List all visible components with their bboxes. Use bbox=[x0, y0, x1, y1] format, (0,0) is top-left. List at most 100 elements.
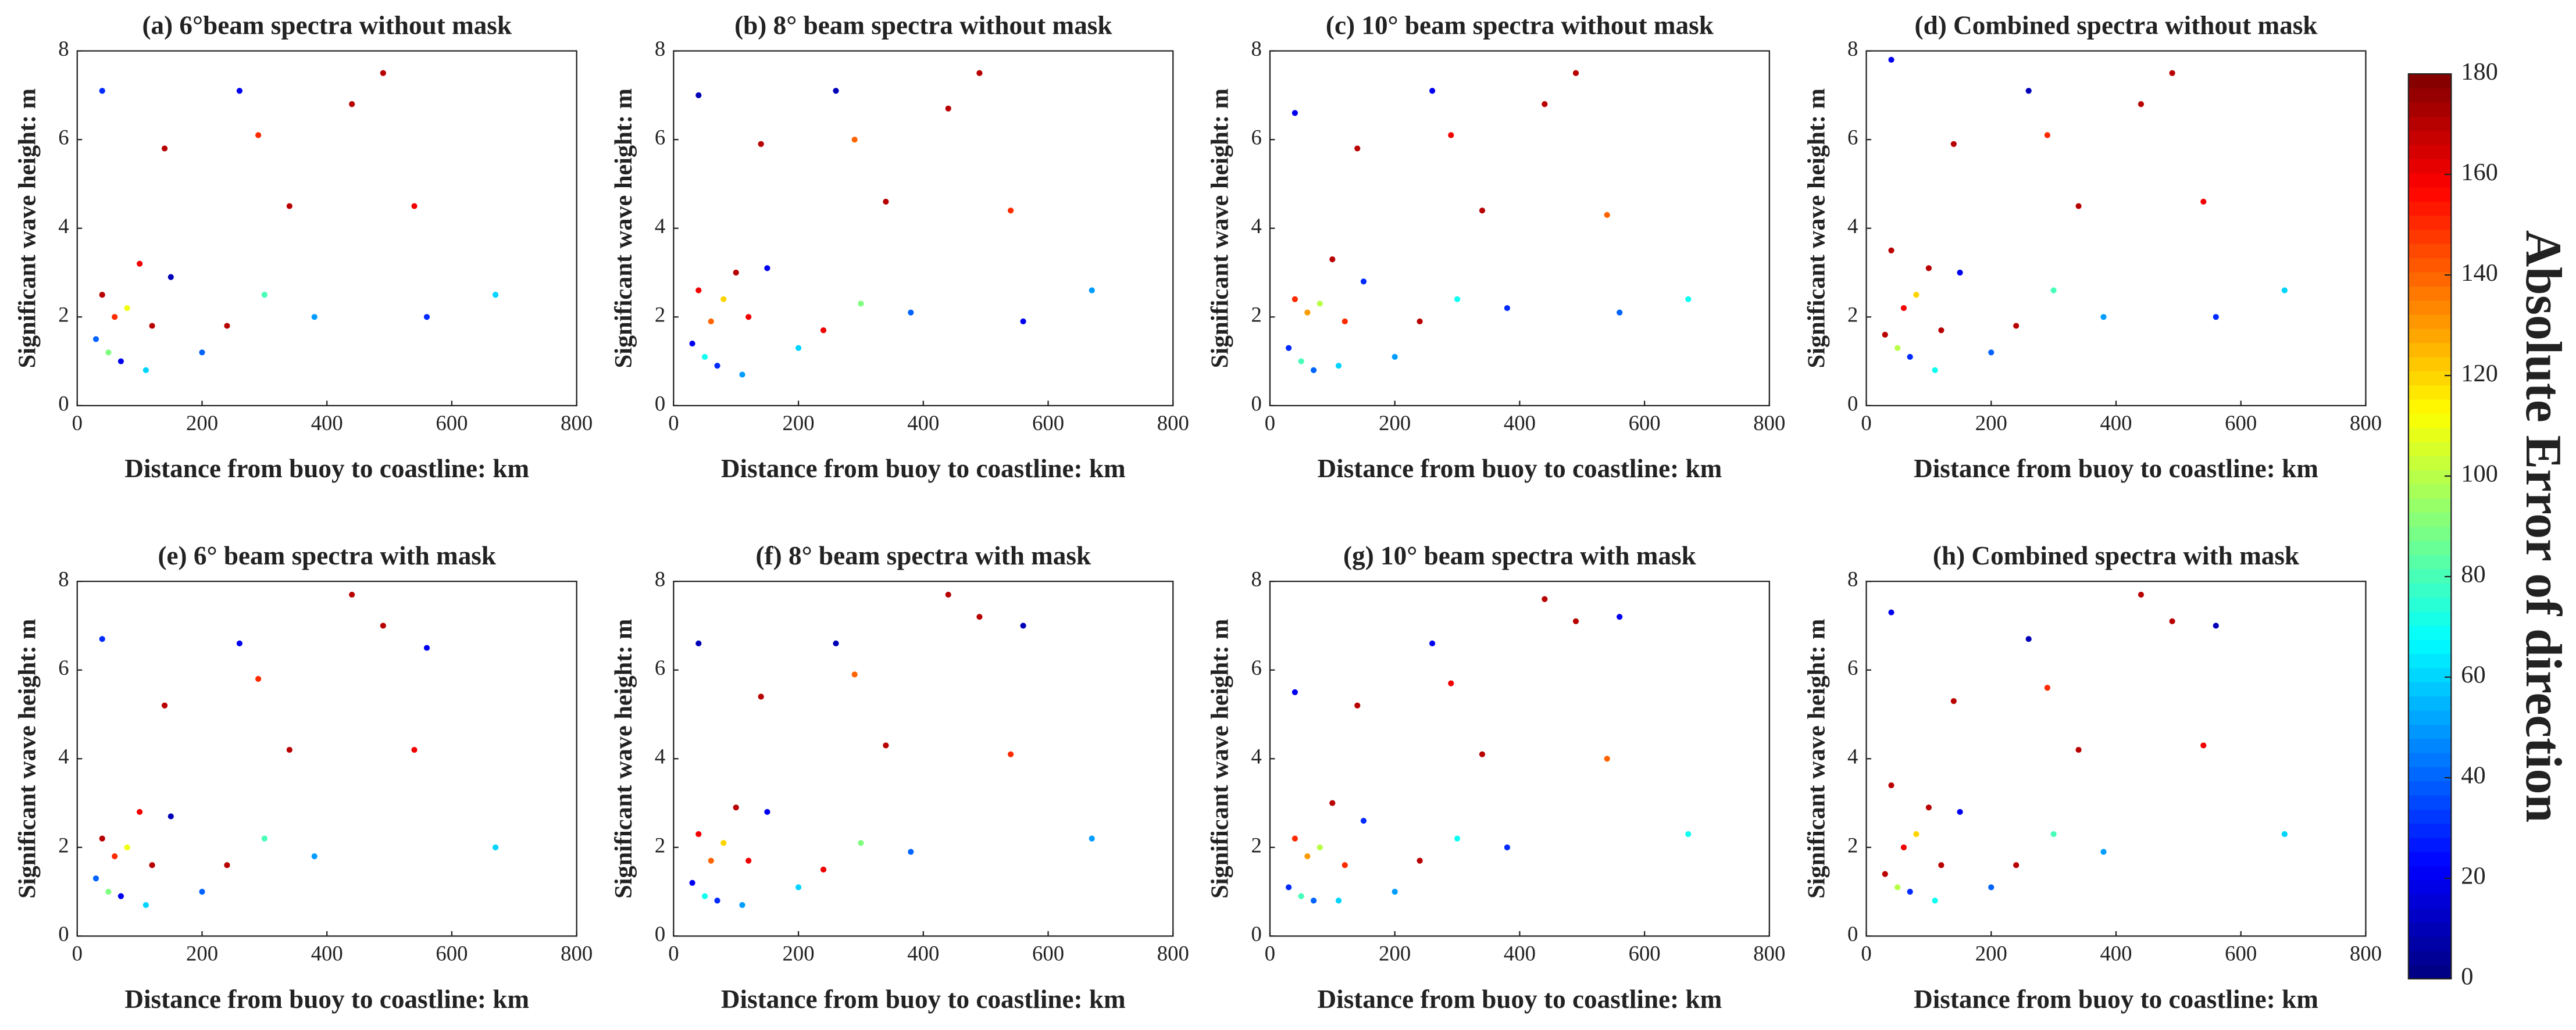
x-tick-label: 400 bbox=[2100, 411, 2132, 435]
y-tick-label: 6 bbox=[655, 126, 665, 149]
x-tick-label: 600 bbox=[1032, 411, 1064, 435]
scatter-point bbox=[1089, 835, 1095, 842]
scatter-point bbox=[1882, 331, 1888, 338]
colorbar-band bbox=[2408, 328, 2452, 344]
colorbar-tick-label: 0 bbox=[2461, 963, 2473, 990]
y-axis-label: Significant wave height: m bbox=[1803, 619, 1830, 899]
x-tick-label: 200 bbox=[186, 411, 218, 435]
y-tick-label: 8 bbox=[655, 567, 665, 591]
colorbar-band bbox=[2408, 893, 2452, 909]
scatter-point bbox=[795, 884, 802, 890]
scatter-point bbox=[858, 301, 864, 307]
scatter-point bbox=[745, 857, 752, 864]
scatter-point bbox=[99, 636, 105, 642]
scatter-point bbox=[1882, 871, 1888, 877]
y-tick-label: 4 bbox=[1847, 214, 1858, 238]
scatter-point bbox=[1316, 844, 1323, 850]
colorbar-band bbox=[2408, 597, 2452, 612]
scatter-point bbox=[142, 902, 149, 909]
scatter-point bbox=[493, 844, 499, 850]
colorbar-band bbox=[2408, 285, 2452, 301]
scatter-point bbox=[261, 835, 267, 842]
x-tick-label: 800 bbox=[561, 942, 593, 965]
axes-box bbox=[76, 50, 577, 406]
scatter-point bbox=[1341, 862, 1348, 868]
colorbar-band bbox=[2408, 866, 2452, 881]
scatter-point bbox=[149, 862, 155, 868]
colorbar-frame bbox=[2407, 73, 2452, 980]
x-tick-label: 800 bbox=[561, 411, 593, 435]
scatter-point bbox=[1913, 831, 1919, 838]
axes-box bbox=[1269, 581, 1770, 937]
subplot: 0 200 400 600 800 0 2 4 6 8 (f) 8° beam spectra wi… bbox=[610, 541, 1189, 1014]
colorbar-band bbox=[2408, 470, 2452, 485]
scatter-point bbox=[1617, 614, 1623, 620]
y-tick-label: 8 bbox=[655, 37, 665, 60]
scatter-point bbox=[2100, 849, 2107, 855]
scatter-point bbox=[1907, 889, 1913, 895]
scatter-point bbox=[137, 260, 143, 267]
colorbar-tick-label: 180 bbox=[2461, 58, 2498, 85]
y-tick-label: 6 bbox=[58, 126, 69, 149]
colorbar-band bbox=[2408, 215, 2452, 230]
scatter-point bbox=[820, 327, 827, 334]
colorbar-band bbox=[2408, 258, 2452, 273]
scatter-point bbox=[286, 746, 292, 753]
scatter-point bbox=[708, 857, 714, 864]
x-tick-label: 600 bbox=[2225, 411, 2257, 435]
scatter-point bbox=[255, 675, 262, 682]
subplot-title: (e) 6° beam spectra with mask bbox=[158, 541, 496, 570]
scatter-point bbox=[1329, 800, 1336, 806]
subplot-title: (h) Combined spectra with mask bbox=[1933, 541, 2300, 570]
colorbar-tick-label: 140 bbox=[2461, 259, 2498, 287]
colorbar-tick-label: 160 bbox=[2461, 159, 2498, 186]
scatter-point bbox=[2200, 198, 2207, 205]
x-tick-label: 0 bbox=[668, 411, 679, 435]
scatter-point bbox=[1479, 208, 1486, 214]
scatter-point bbox=[112, 314, 118, 320]
colorbar-band bbox=[2408, 427, 2452, 442]
colorbar-band bbox=[2408, 809, 2452, 824]
scatter-point bbox=[99, 835, 105, 842]
scatter-point bbox=[1298, 358, 1304, 364]
y-tick-label: 0 bbox=[1847, 391, 1858, 415]
y-tick-label: 6 bbox=[1847, 126, 1858, 149]
scatter-point bbox=[162, 145, 168, 152]
scatter-point bbox=[2025, 88, 2032, 94]
x-tick-label: 400 bbox=[1504, 942, 1536, 965]
scatter-point bbox=[2075, 746, 2082, 753]
scatter-point bbox=[117, 358, 124, 364]
scatter-point bbox=[142, 367, 149, 373]
scatter-point bbox=[820, 866, 827, 873]
y-tick-label: 6 bbox=[1847, 656, 1858, 679]
subplot-title: (a) 6°beam spectra without mask bbox=[142, 10, 512, 40]
colorbar-band bbox=[2408, 88, 2452, 103]
scatter-point bbox=[99, 292, 105, 298]
axes-box bbox=[673, 50, 1174, 406]
x-tick-label: 400 bbox=[1504, 411, 1536, 435]
scatter-point bbox=[764, 809, 770, 815]
scatter-point bbox=[2100, 314, 2107, 320]
scatter-point bbox=[764, 265, 770, 271]
scatter-point bbox=[2025, 636, 2032, 642]
colorbar-band bbox=[2408, 851, 2452, 867]
axes-box bbox=[76, 581, 577, 937]
x-tick-label: 600 bbox=[1629, 411, 1661, 435]
scatter-point bbox=[976, 614, 983, 620]
colorbar-band bbox=[2408, 144, 2452, 159]
x-axis-label: Distance from buoy to coastline: km bbox=[1318, 985, 1722, 1014]
x-axis-label: Distance from buoy to coastline: km bbox=[1914, 454, 2318, 483]
scatter-point bbox=[2044, 685, 2050, 691]
colorbar-band bbox=[2408, 611, 2452, 626]
colorbar-band bbox=[2408, 667, 2452, 682]
scatter-point bbox=[739, 371, 745, 378]
scatter-point bbox=[1429, 88, 1436, 94]
scatter-point bbox=[2013, 862, 2020, 868]
scatter-point bbox=[695, 831, 702, 838]
scatter-point bbox=[1020, 318, 1026, 324]
colorbar-tick-label: 20 bbox=[2461, 863, 2485, 890]
colorbar-band bbox=[2408, 342, 2452, 357]
y-tick-label: 2 bbox=[58, 303, 69, 327]
scatter-point bbox=[124, 305, 130, 312]
scatter-point bbox=[758, 141, 764, 147]
